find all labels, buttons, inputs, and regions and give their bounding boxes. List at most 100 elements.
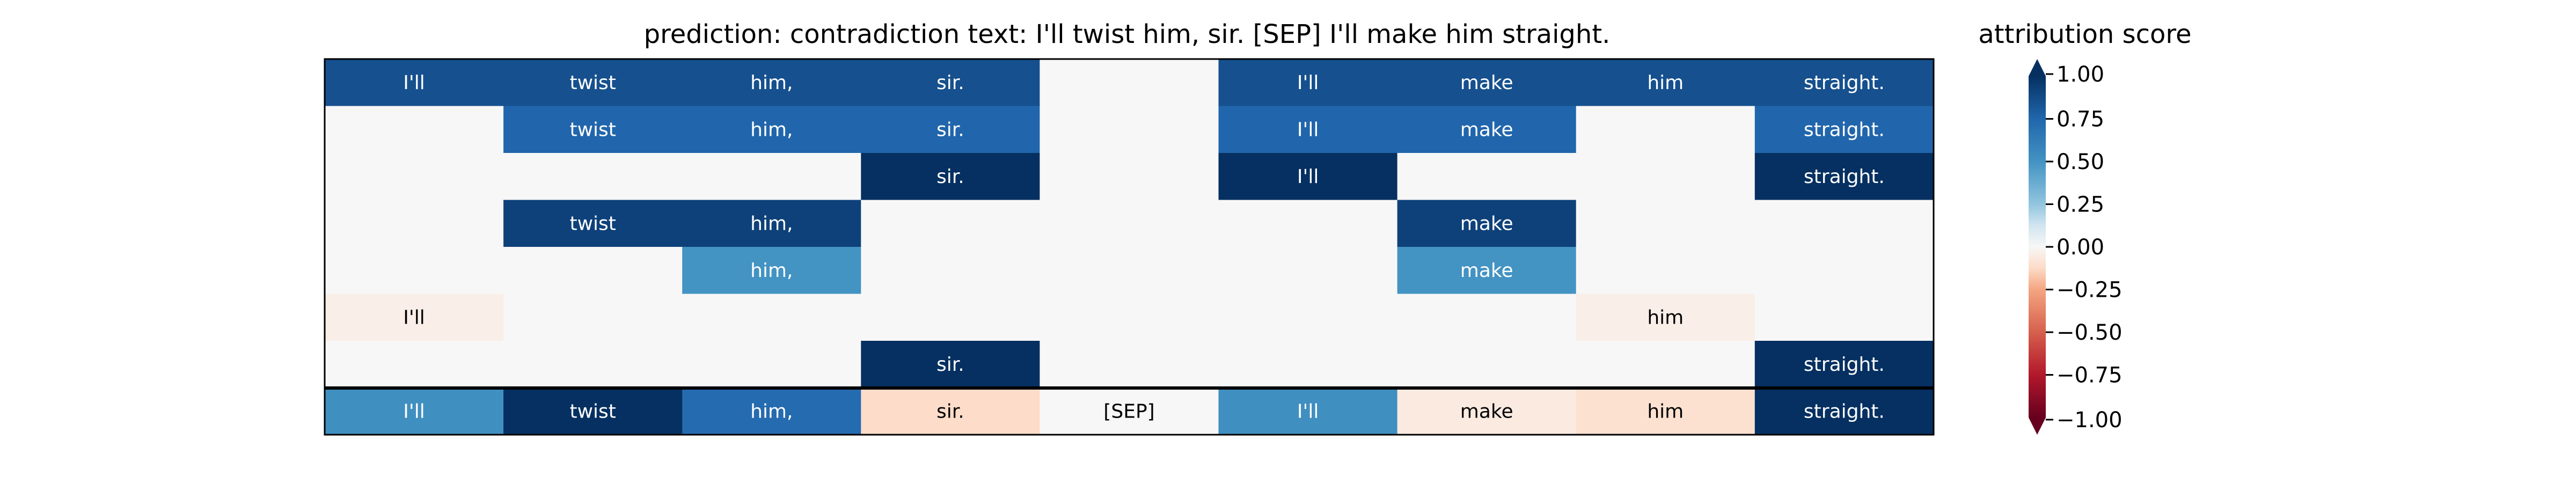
cell-label: straight. <box>1804 354 1885 376</box>
cell-label: I'll <box>403 306 425 328</box>
heatmap-cell <box>1040 341 1219 389</box>
heatmap: I'll twist him, sir. I'll make him straight. twi… <box>325 59 1934 435</box>
heatmap-cell <box>1397 153 1577 201</box>
summary-cell-label: make <box>1460 400 1513 422</box>
heatmap-cell <box>682 106 861 153</box>
cell-label: make <box>1460 119 1513 141</box>
cell-label: him <box>1647 72 1684 94</box>
heatmap-cell <box>503 106 683 153</box>
colorbar-tick-label: 0.50 <box>2057 150 2104 174</box>
heatmap-cell <box>325 153 504 201</box>
cell-label: twist <box>569 119 616 141</box>
summary-cell-label: straight. <box>1804 400 1885 422</box>
heatmap-frame <box>324 58 1935 436</box>
heatmap-cell <box>1218 341 1398 389</box>
colorbar-tick-label: −1.00 <box>2057 408 2123 433</box>
heatmap-cell <box>1576 59 1755 107</box>
cell-label: straight. <box>1804 119 1885 141</box>
cell-label: I'll <box>1297 72 1319 94</box>
colorbar-bar <box>2029 76 2046 418</box>
heatmap-cell <box>1397 59 1577 107</box>
cell-label: I'll <box>1297 166 1319 188</box>
cell-label: him <box>1647 306 1684 328</box>
summary-cell-label: I'll <box>403 400 425 422</box>
heatmap-cell <box>1754 341 1934 389</box>
cell-label: make <box>1460 260 1513 282</box>
heatmap-cell <box>325 247 504 295</box>
colorbar-extend-top <box>2029 59 2046 76</box>
colorbar-tick-label: 1.00 <box>2057 62 2104 87</box>
chart-title: prediction: contradiction text: I'll twi… <box>644 19 1611 49</box>
heatmap-cell <box>325 294 504 341</box>
heatmap-cell <box>1040 153 1219 201</box>
colorbar-tick-label: −0.50 <box>2057 320 2123 345</box>
heatmap-cell <box>1576 294 1755 341</box>
heatmap-cell <box>1576 341 1755 389</box>
heatmap-cell <box>1040 59 1219 107</box>
heatmap-cell <box>861 341 1040 389</box>
heatmap-cell <box>325 341 504 389</box>
summary-cell <box>1576 387 1755 435</box>
colorbar-extend-bottom <box>2029 418 2046 435</box>
heatmap-cell <box>1397 294 1577 341</box>
heatmap-cell <box>503 200 683 247</box>
cell-label: him, <box>750 72 793 94</box>
heatmap-cell <box>1754 106 1934 153</box>
heatmap-cell <box>682 341 861 389</box>
heatmap-cell <box>325 106 504 153</box>
heatmap-cell <box>1040 247 1219 295</box>
cell-label: twist <box>569 213 616 235</box>
heatmap-cell <box>325 59 504 107</box>
summary-cell-label: I'll <box>1297 400 1319 422</box>
colorbar-tick-label: −0.75 <box>2057 363 2123 388</box>
cell-label: twist <box>569 72 616 94</box>
heatmap-cell <box>1218 200 1398 247</box>
heatmap-cell <box>1218 59 1398 107</box>
heatmap-cell <box>503 153 683 201</box>
heatmap-cell <box>503 247 683 295</box>
cell-label: him, <box>750 213 793 235</box>
cell-label: straight. <box>1804 72 1885 94</box>
heatmap-cell <box>1754 294 1934 341</box>
colorbar-ticks: 1.00 0.75 0.50 0.25 0.00 −0.25 −0.50 −0.75 −1.00 <box>2046 62 2123 433</box>
summary-cell-label: twist <box>569 400 616 422</box>
heatmap-cell <box>861 294 1040 341</box>
heatmap-cell <box>1576 200 1755 247</box>
heatmap-cell <box>682 59 861 107</box>
heatmap-cell <box>1576 153 1755 201</box>
summary-cell-label: sir. <box>936 400 964 422</box>
heatmap-cell <box>861 153 1040 201</box>
heatmap-cell <box>325 200 504 247</box>
summary-cell <box>1040 387 1219 435</box>
cell-label: him, <box>750 260 793 282</box>
cell-label: sir. <box>936 354 964 376</box>
colorbar-tick-label: 0.25 <box>2057 193 2104 217</box>
heatmap-cell <box>1576 247 1755 295</box>
summary-cell <box>503 387 683 435</box>
colorbar-label: attribution score <box>1978 19 2191 49</box>
heatmap-cell <box>1397 341 1577 389</box>
heatmap-cell <box>1040 106 1219 153</box>
cell-label: sir. <box>936 119 964 141</box>
summary-cell-label: him, <box>750 400 793 422</box>
colorbar: 1.00 0.75 0.50 0.25 0.00 −0.25 −0.50 −0.75 −1.00 <box>2029 59 2123 435</box>
heatmap-cell <box>1397 247 1577 295</box>
summary-cell <box>325 387 504 435</box>
summary-cell <box>1754 387 1934 435</box>
heatmap-cell <box>1218 247 1398 295</box>
summary-cell <box>1397 387 1577 435</box>
cell-label: I'll <box>403 72 425 94</box>
cell-label: sir. <box>936 166 964 188</box>
cell-label: him, <box>750 119 793 141</box>
heatmap-cell <box>861 59 1040 107</box>
heatmap-cell <box>861 247 1040 295</box>
cell-label: make <box>1460 72 1513 94</box>
heatmap-cell <box>1754 200 1934 247</box>
heatmap-cell <box>1576 106 1755 153</box>
heatmap-cell <box>1397 200 1577 247</box>
heatmap-cell <box>1218 294 1398 341</box>
heatmap-cell <box>503 294 683 341</box>
heatmap-cell <box>1040 294 1219 341</box>
cell-label: sir. <box>936 72 964 94</box>
